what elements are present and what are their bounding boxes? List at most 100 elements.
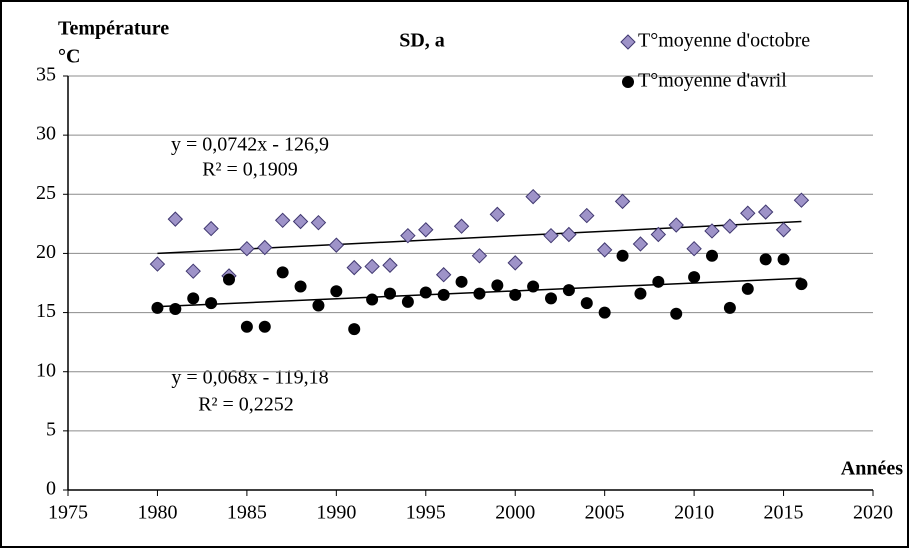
- point: [509, 288, 522, 301]
- point: [167, 211, 184, 227]
- point: [650, 226, 667, 243]
- chart-title: SD, a: [399, 30, 445, 52]
- y-tick-label: 35: [36, 64, 56, 86]
- point: [491, 279, 504, 292]
- y-tick-label: 15: [36, 300, 56, 322]
- annotation: y = 0,068x - 119,18: [171, 367, 328, 389]
- point: [670, 307, 683, 320]
- point: [614, 193, 631, 210]
- x-tick-label: 1975: [48, 502, 88, 524]
- point: [543, 227, 559, 244]
- point: [384, 287, 396, 300]
- point: [562, 284, 575, 297]
- point: [668, 217, 684, 233]
- point: [437, 288, 450, 301]
- point: [239, 240, 255, 257]
- point: [616, 249, 629, 262]
- point: [185, 263, 201, 279]
- point: [527, 280, 540, 293]
- point: [580, 297, 593, 310]
- annotation: y = 0,0742x - 126,9: [171, 134, 329, 156]
- point: [364, 258, 380, 275]
- point: [419, 286, 432, 299]
- x-tick-label: 1985: [227, 502, 267, 524]
- y-tick-label: 0: [46, 478, 56, 500]
- y-axis-label: °C: [58, 46, 80, 68]
- point: [187, 292, 200, 305]
- point: [757, 204, 774, 220]
- point: [688, 271, 701, 284]
- y-tick-label: 30: [36, 123, 56, 145]
- point: [348, 323, 361, 336]
- point: [489, 206, 506, 223]
- point: [545, 292, 557, 305]
- point: [634, 287, 647, 300]
- point: [722, 218, 738, 234]
- point: [151, 301, 164, 314]
- point: [596, 242, 613, 258]
- x-tick-label: 2005: [585, 502, 625, 524]
- x-tick-label: 2000: [495, 502, 535, 524]
- y-tick-label: 20: [36, 241, 56, 263]
- point: [205, 297, 218, 310]
- point: [759, 253, 772, 266]
- x-axis-label: Années: [841, 458, 903, 480]
- point: [292, 213, 309, 230]
- point: [598, 306, 611, 319]
- y-tick-label: 25: [36, 182, 56, 204]
- point: [330, 285, 343, 298]
- point: [473, 287, 486, 300]
- point: [632, 236, 649, 252]
- point: [793, 192, 810, 208]
- point: [453, 218, 470, 234]
- point: [795, 278, 808, 291]
- y-axis-label: Température: [58, 18, 169, 40]
- point: [704, 223, 720, 239]
- point: [169, 303, 182, 316]
- x-tick-label: 2015: [764, 502, 804, 524]
- point: [258, 320, 271, 333]
- point: [418, 222, 434, 238]
- point: [706, 249, 718, 262]
- point: [740, 205, 756, 221]
- annotation: R² = 0,1909: [202, 159, 298, 181]
- point: [471, 248, 488, 264]
- point: [400, 227, 416, 244]
- y-tick-label: 5: [46, 418, 56, 440]
- annotation: R² = 0,2252: [198, 394, 294, 416]
- point: [312, 299, 325, 312]
- point: [223, 273, 235, 286]
- x-tick-label: 1995: [406, 502, 446, 524]
- point: [435, 267, 452, 283]
- point: [561, 226, 577, 243]
- point: [525, 188, 541, 205]
- point: [346, 259, 362, 276]
- point: [328, 237, 345, 253]
- legend-label: T°moyenne d'avril: [638, 70, 787, 92]
- point: [401, 295, 414, 308]
- point: [382, 257, 398, 273]
- point: [240, 320, 253, 333]
- legend-label: T°moyenne d'octobre: [638, 30, 810, 52]
- x-tick-label: 2020: [853, 502, 893, 524]
- legend-marker: [620, 34, 636, 50]
- point: [723, 301, 736, 314]
- point: [741, 282, 754, 295]
- x-tick-label: 1980: [137, 502, 177, 524]
- point: [203, 220, 219, 237]
- point: [777, 253, 790, 266]
- point: [775, 222, 792, 238]
- point: [366, 293, 379, 306]
- point: [686, 240, 702, 257]
- y-tick-label: 10: [36, 359, 56, 381]
- x-tick-label: 1990: [316, 502, 356, 524]
- point: [149, 256, 166, 272]
- point: [579, 207, 595, 224]
- legend-marker: [622, 76, 634, 88]
- point: [276, 266, 289, 279]
- point: [310, 214, 327, 231]
- point: [507, 255, 523, 271]
- point: [455, 275, 468, 288]
